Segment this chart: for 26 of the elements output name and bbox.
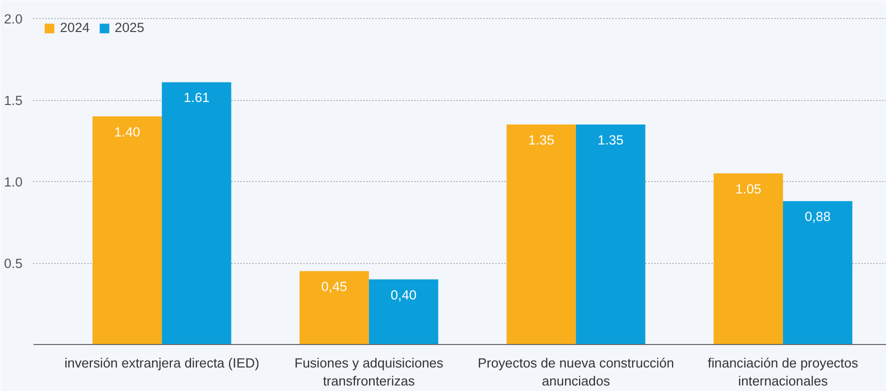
y-tick-label: 1.5 bbox=[4, 93, 23, 108]
bar bbox=[368, 279, 438, 344]
x-tick-label: inversión extranjera directa (IED) bbox=[64, 356, 260, 370]
legend-label: 2025 bbox=[114, 20, 144, 35]
bar bbox=[576, 124, 646, 344]
x-tick-label: financiación de proyectos internacionales bbox=[708, 356, 859, 388]
y-tick-label: 1.0 bbox=[4, 174, 23, 190]
data-label: 1.05 bbox=[735, 181, 762, 196]
bar bbox=[300, 271, 369, 344]
x-tick-label: Fusiones y adquisiciones transfronterizas bbox=[294, 356, 444, 388]
data-label: 0,88 bbox=[804, 209, 831, 224]
y-tick-label: 0.5 bbox=[4, 256, 23, 272]
bar bbox=[782, 201, 852, 344]
bar bbox=[92, 116, 162, 344]
data-label: 1.40 bbox=[114, 124, 140, 140]
data-label: 0,45 bbox=[321, 279, 348, 294]
data-label: 0,40 bbox=[390, 287, 417, 302]
bar bbox=[714, 173, 783, 344]
y-tick-label: 2.0 bbox=[4, 12, 23, 27]
legend-label: 2024 bbox=[60, 20, 90, 35]
x-tick-label: Proyectos de nueva construcción anunciados bbox=[478, 356, 674, 388]
data-label: 1.35 bbox=[528, 132, 554, 148]
bar bbox=[506, 124, 576, 344]
data-label: 1.35 bbox=[598, 132, 624, 148]
data-label: 1.61 bbox=[184, 90, 210, 106]
bar bbox=[162, 82, 232, 344]
